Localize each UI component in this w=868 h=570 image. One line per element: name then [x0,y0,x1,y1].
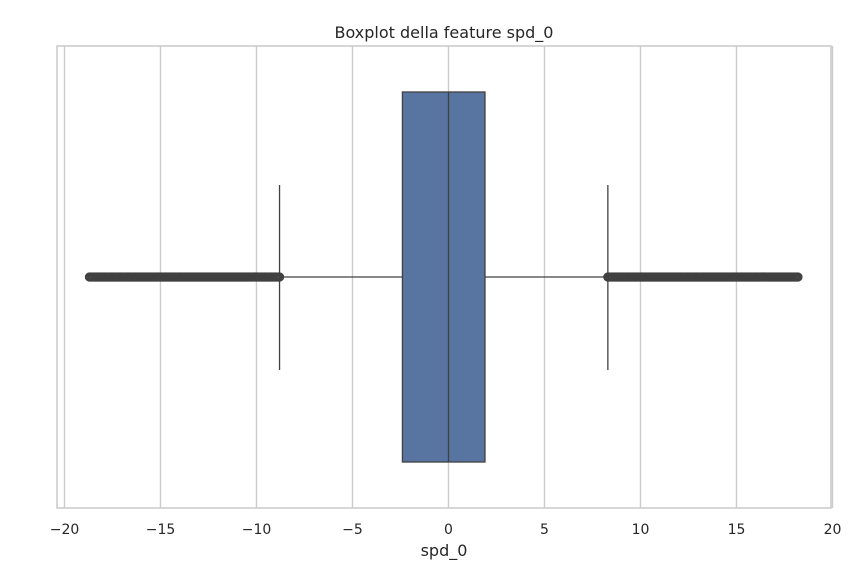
iqr-box [401,91,486,463]
x-tick-label: 20 [824,522,842,538]
x-tick-label: 15 [728,522,746,538]
x-tick-label: −5 [342,522,363,538]
plot-frame [56,45,832,509]
x-tick-label: −10 [242,522,272,538]
box-element [84,91,803,463]
x-axis-label: spd_0 [421,541,468,561]
outlier-high [793,272,803,282]
x-tick-label: 10 [632,522,650,538]
x-tick-label: −15 [146,522,176,538]
x-tick-label: 0 [444,522,453,538]
x-tick-label: −20 [50,522,80,538]
x-axis-ticks: −20 −15 −10 −5 0 5 10 15 20 [50,522,842,538]
x-tick-label: 5 [540,522,549,538]
chart-title: Boxplot della feature spd_0 [335,23,554,43]
